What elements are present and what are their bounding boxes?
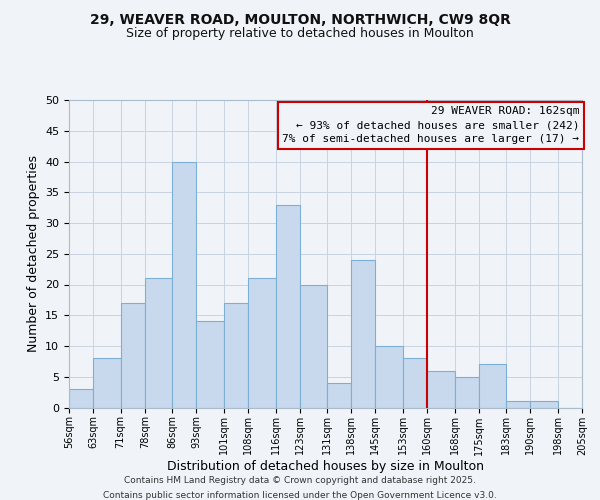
Bar bbox=[196, 322, 224, 408]
Bar bbox=[479, 364, 506, 408]
Text: 29 WEAVER ROAD: 162sqm
← 93% of detached houses are smaller (242)
7% of semi-det: 29 WEAVER ROAD: 162sqm ← 93% of detached… bbox=[283, 106, 580, 144]
Bar bbox=[248, 278, 275, 407]
Bar bbox=[224, 303, 248, 408]
Text: 29, WEAVER ROAD, MOULTON, NORTHWICH, CW9 8QR: 29, WEAVER ROAD, MOULTON, NORTHWICH, CW9… bbox=[89, 12, 511, 26]
Text: Contains public sector information licensed under the Open Government Licence v3: Contains public sector information licen… bbox=[103, 491, 497, 500]
Bar bbox=[403, 358, 427, 408]
X-axis label: Distribution of detached houses by size in Moulton: Distribution of detached houses by size … bbox=[167, 460, 484, 473]
Text: Size of property relative to detached houses in Moulton: Size of property relative to detached ho… bbox=[126, 28, 474, 40]
Bar bbox=[530, 402, 558, 407]
Bar bbox=[506, 402, 530, 407]
Bar bbox=[172, 162, 196, 408]
Bar bbox=[121, 303, 145, 408]
Text: Contains HM Land Registry data © Crown copyright and database right 2025.: Contains HM Land Registry data © Crown c… bbox=[124, 476, 476, 485]
Bar bbox=[376, 346, 403, 408]
Bar bbox=[93, 358, 121, 408]
Bar bbox=[145, 278, 172, 407]
Bar bbox=[69, 389, 93, 407]
Bar bbox=[352, 260, 376, 408]
Bar bbox=[275, 204, 299, 408]
Bar bbox=[299, 284, 327, 408]
Bar bbox=[327, 383, 352, 407]
Bar bbox=[427, 370, 455, 408]
Bar bbox=[455, 377, 479, 408]
Y-axis label: Number of detached properties: Number of detached properties bbox=[26, 155, 40, 352]
